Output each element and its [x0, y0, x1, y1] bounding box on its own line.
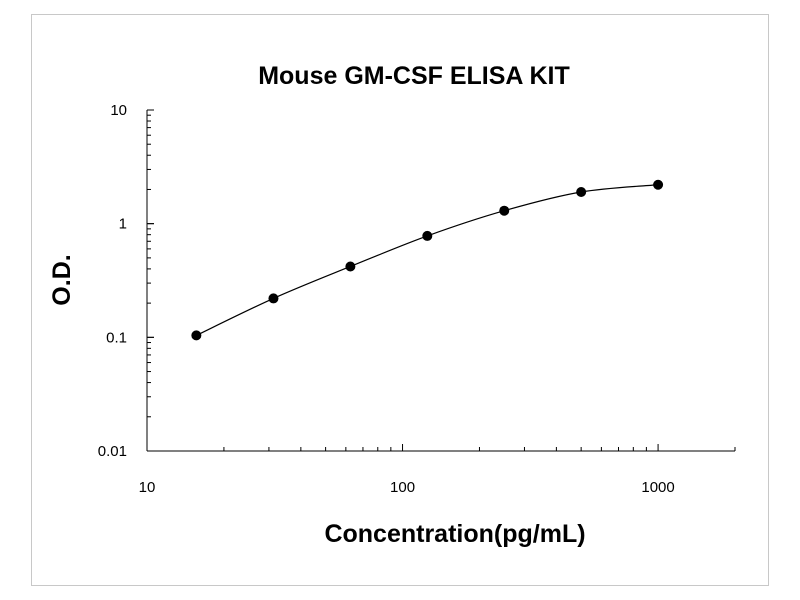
y-tick-label: 0.01 — [98, 443, 127, 460]
x-tick-label: 100 — [390, 479, 415, 496]
data-point — [499, 205, 510, 216]
data-point — [268, 293, 279, 304]
data-point — [345, 261, 356, 272]
x-tick-label: 1000 — [641, 479, 674, 496]
chart-title: Mouse GM-CSF ELISA KIT — [258, 62, 570, 90]
data-point — [191, 330, 202, 341]
y-axis-label: O.D. — [48, 254, 76, 305]
y-tick-label: 10 — [110, 102, 127, 119]
x-tick-label: 10 — [139, 479, 156, 496]
y-tick-label: 0.1 — [106, 329, 127, 346]
y-tick-label: 1 — [119, 216, 127, 233]
data-point — [422, 230, 433, 241]
series-line — [196, 184, 659, 336]
chart-frame — [31, 14, 769, 586]
data-point — [653, 179, 664, 190]
x-axis-label: Concentration(pg/mL) — [324, 520, 585, 548]
data-point — [576, 186, 587, 197]
